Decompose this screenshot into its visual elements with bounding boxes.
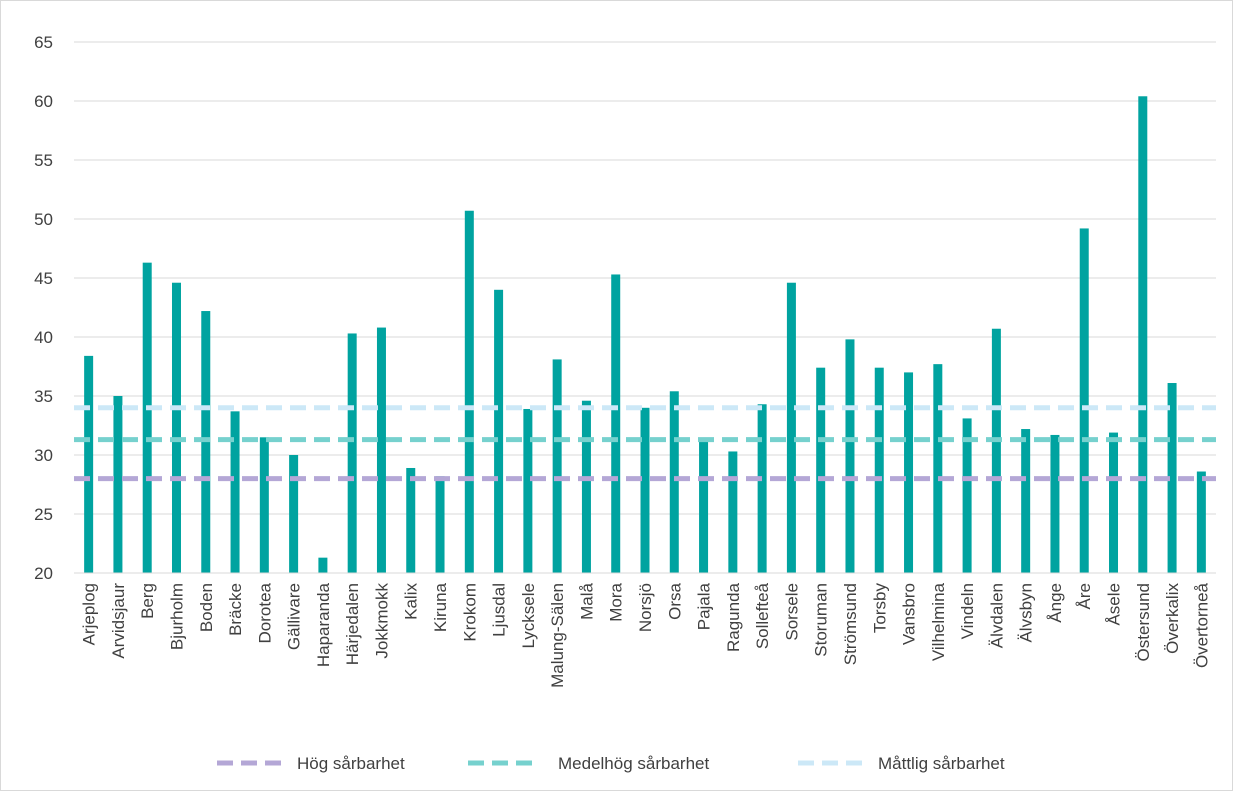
x-tick-label: Arjeplog [80,583,99,645]
x-axis: Arjeplog Arvidsjaur Berg Bjurholm Boden Bräck… [74,572,1216,688]
x-tick-label: Dorotea [255,582,274,643]
x-tick-label: Sorsele [782,583,801,641]
bar [1167,383,1177,573]
x-tick-label: Ljusdal [490,583,509,637]
x-tick-label: Torsby [870,583,889,634]
bar [1050,434,1060,573]
bar [1021,429,1031,573]
x-tick-label: Bjurholm [167,583,186,650]
x-tick-label: Jokkmokk [372,583,391,659]
y-tick-label: 20 [34,564,53,583]
x-tick-label: Krokom [460,583,479,642]
bar [230,411,240,573]
bar [523,408,533,573]
bar [84,355,94,573]
legend-label: Hög sårbarhet [297,754,405,773]
y-tick-label: 30 [34,446,53,465]
bar [435,476,445,573]
bar [962,418,972,573]
x-tick-label: Älvdalen [987,583,1006,648]
bar [581,400,591,573]
bars [84,96,1206,574]
y-tick-label: 40 [34,328,53,347]
bar [640,407,650,573]
bar [1138,96,1148,573]
x-tick-label: Lycksele [519,583,538,649]
bar [171,282,181,573]
bar [113,396,123,573]
y-tick-label: 45 [34,269,53,288]
bar [816,367,826,573]
bar [611,274,621,573]
y-tick-label: 55 [34,151,53,170]
bar [289,455,299,573]
x-tick-label: Storuman [812,583,831,657]
y-tick-label: 60 [34,92,53,111]
bar [728,451,738,573]
x-tick-label: Bräcke [226,583,245,636]
x-tick-label: Kalix [402,583,421,620]
x-tick-label: Orsa [665,582,684,619]
x-tick-label: Östersund [1134,583,1153,661]
bar [845,339,855,573]
bar [786,282,796,573]
bar [318,557,328,573]
x-tick-label: Ånge [1046,583,1065,623]
bar [552,359,562,573]
bar [347,333,357,573]
x-tick-label: Norsjö [636,583,655,632]
bar [904,372,914,573]
legend-label: Medelhög sårbarhet [558,754,709,773]
bar [1196,471,1206,573]
y-tick-label: 50 [34,210,53,229]
x-tick-label: Boden [197,583,216,632]
x-tick-label: Vindeln [958,583,977,639]
legend: Hög sårbarhet Medelhög sårbarhet Måttlig s… [217,754,1005,773]
x-tick-label: Härjedalen [343,583,362,665]
legend-label: Måttlig sårbarhet [878,754,1005,773]
bar [142,262,152,573]
bar [991,328,1001,573]
x-tick-label: Vilhelmina [929,582,948,661]
bar [757,404,767,573]
x-tick-label: Kiruna [431,582,450,632]
bar [464,210,474,574]
y-tick-label: 25 [34,505,53,524]
bar [259,437,269,573]
bar [874,367,884,573]
bar [376,327,386,573]
x-tick-label: Överkalix [1163,583,1182,654]
x-tick-label: Älvsbyn [1017,583,1036,643]
x-tick-label: Åsele [1105,583,1124,626]
x-tick-label: Gällivare [285,583,304,650]
x-tick-label: Ragunda [724,582,743,652]
bar [1109,432,1119,573]
x-tick-label: Mora [607,582,626,621]
x-tick-label: Malung-Sälen [548,583,567,688]
x-tick-label: Malå [577,582,596,619]
x-tick-label: Sollefteå [753,582,772,649]
bar [494,289,504,573]
bar [1079,228,1089,573]
bar [669,391,679,573]
x-tick-label: Vansbro [900,583,919,645]
x-tick-label: Arvidsjaur [109,583,128,659]
x-tick-label: Berg [138,583,157,619]
x-tick-label: Övertorneå [1192,582,1211,668]
y-tick-label: 35 [34,387,53,406]
x-tick-label: Strömsund [841,583,860,665]
y-axis: 20 25 30 35 40 45 50 55 60 65 [34,33,53,583]
x-tick-label: Pajala [695,582,714,630]
x-tick-label: Haparanda [314,582,333,667]
threshold-lines [74,405,1216,482]
y-tick-label: 65 [34,33,53,52]
x-tick-label: Åre [1075,583,1094,609]
bar [699,439,709,573]
bar [406,467,416,573]
bar [933,364,943,573]
